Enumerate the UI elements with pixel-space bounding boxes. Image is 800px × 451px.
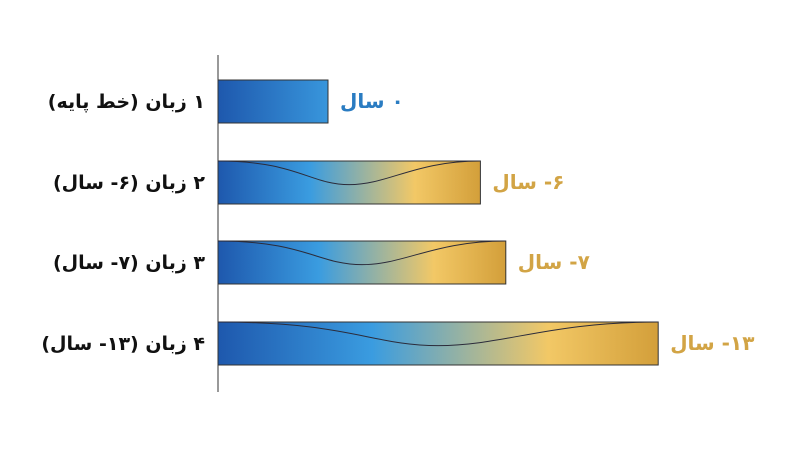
bar-wave: [217, 321, 659, 347]
category-label: ۴ زبان (۱۳- سال): [41, 333, 205, 355]
value-label: ۱۳- سال: [670, 331, 754, 355]
value-label: ۷- سال: [518, 250, 590, 274]
bar: [217, 160, 481, 205]
bar-wave: [217, 160, 481, 186]
category-label: ۲ زبان (۶- سال): [53, 172, 205, 194]
value-label: ۰ سال: [340, 89, 404, 113]
value-label: ۶- سال: [492, 170, 564, 194]
category-label: ۱ زبان (خط پایه): [48, 91, 205, 113]
bar: [217, 321, 659, 366]
bar-wave: [217, 240, 506, 266]
category-label: ۳ زبان (۷- سال): [53, 252, 205, 274]
bar: [217, 79, 329, 124]
bar: [217, 240, 507, 285]
